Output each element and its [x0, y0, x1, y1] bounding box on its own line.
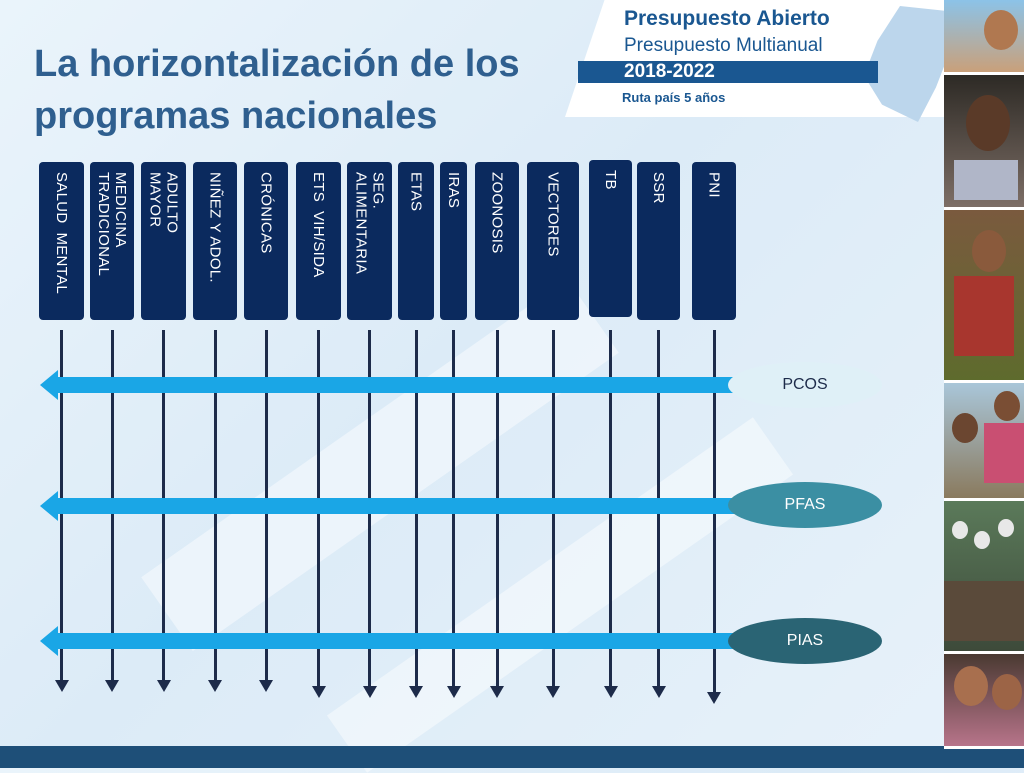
arrow-down-icon: [651, 686, 666, 698]
arrow-down-icon: [446, 686, 461, 698]
program-label: NIÑEZ Y ADOL.: [206, 172, 224, 283]
logo-tagline: Ruta país 5 años: [622, 90, 726, 105]
arrow-down-icon: [546, 686, 560, 698]
program-box: VECTORES: [527, 162, 579, 320]
kids-photo: [944, 654, 1024, 749]
program-label: IRAS: [445, 172, 462, 209]
arrow-shaft: [56, 377, 740, 393]
logo-name: Presupuesto Abierto: [624, 7, 830, 30]
slide-title-line1: La horizontalización de los: [34, 43, 520, 85]
program-box: NIÑEZ Y ADOL.: [193, 162, 237, 320]
program-box: SALUD MENTAL: [39, 162, 84, 320]
level-pill-pcos: PCOS: [728, 362, 882, 408]
program-label: TB: [602, 170, 619, 190]
arrow-down-icon: [409, 686, 423, 698]
program-label: MEDICINA TRADICIONAL: [95, 172, 129, 277]
arrow-down-icon: [362, 686, 377, 698]
level-pill-pfas: PFAS: [728, 482, 882, 528]
logo-band: [578, 61, 878, 83]
program-label: ZOONOSIS: [488, 172, 506, 254]
program-label: CRÓNICAS: [257, 172, 275, 254]
girl-photo: [944, 75, 1024, 210]
arrow-down-icon: [311, 686, 326, 698]
arrow-head-icon: [40, 626, 58, 656]
arrow-shaft: [56, 633, 740, 649]
photo-strip: [944, 0, 1024, 749]
pfas-arrow: [40, 491, 740, 521]
footer-bar: [0, 746, 1024, 768]
program-box: PNI: [692, 162, 736, 320]
arrow-down-icon: [490, 686, 504, 698]
classroom-photo: [944, 501, 1024, 654]
arrow-head-icon: [40, 491, 58, 521]
pcos-arrow: [40, 370, 740, 400]
arrow-down-icon: [603, 686, 618, 698]
logo-subtitle: Presupuesto Multianual: [624, 35, 823, 56]
child-photo: [944, 0, 1024, 75]
slide-title: La horizontalización de los programas na…: [34, 38, 574, 142]
program-box: SEG. ALIMENTARIA: [347, 162, 392, 320]
logo-years: 2018-2022: [624, 61, 715, 82]
program-label: VECTORES: [544, 172, 562, 257]
program-label: SEG. ALIMENTARIA: [352, 172, 387, 275]
elder-photo: [944, 210, 1024, 383]
program-box: IRAS: [440, 162, 467, 320]
arrow-down-icon: [707, 692, 721, 704]
program-label: SALUD MENTAL: [53, 172, 70, 294]
program-label: ADULTO MAYOR: [146, 172, 181, 234]
program-label: ETS VIH/SIDA: [310, 172, 327, 278]
program-box: CRÓNICAS: [244, 162, 288, 320]
program-box: ETS VIH/SIDA: [296, 162, 341, 320]
program-box: ETAS: [398, 162, 434, 320]
pias-arrow: [40, 626, 740, 656]
slide-title-line2: programas nacionales: [34, 95, 438, 137]
arrow-down-icon: [156, 680, 171, 692]
program-box: ADULTO MAYOR: [141, 162, 186, 320]
program-box: MEDICINA TRADICIONAL: [90, 162, 134, 320]
program-label: PNI: [705, 172, 723, 198]
arrow-down-icon: [54, 680, 69, 692]
arrow-down-icon: [105, 680, 119, 692]
level-pill-pias: PIAS: [728, 618, 882, 664]
program-box: TB: [589, 160, 632, 317]
program-box: SSR: [637, 162, 680, 320]
arrow-down-icon: [259, 680, 273, 692]
children-photo: [944, 383, 1024, 501]
arrow-shaft: [56, 498, 740, 514]
program-label: ETAS: [407, 172, 425, 212]
program-label: SSR: [650, 172, 667, 204]
program-box: ZOONOSIS: [475, 162, 519, 320]
arrow-down-icon: [208, 680, 222, 692]
arrow-head-icon: [40, 370, 58, 400]
